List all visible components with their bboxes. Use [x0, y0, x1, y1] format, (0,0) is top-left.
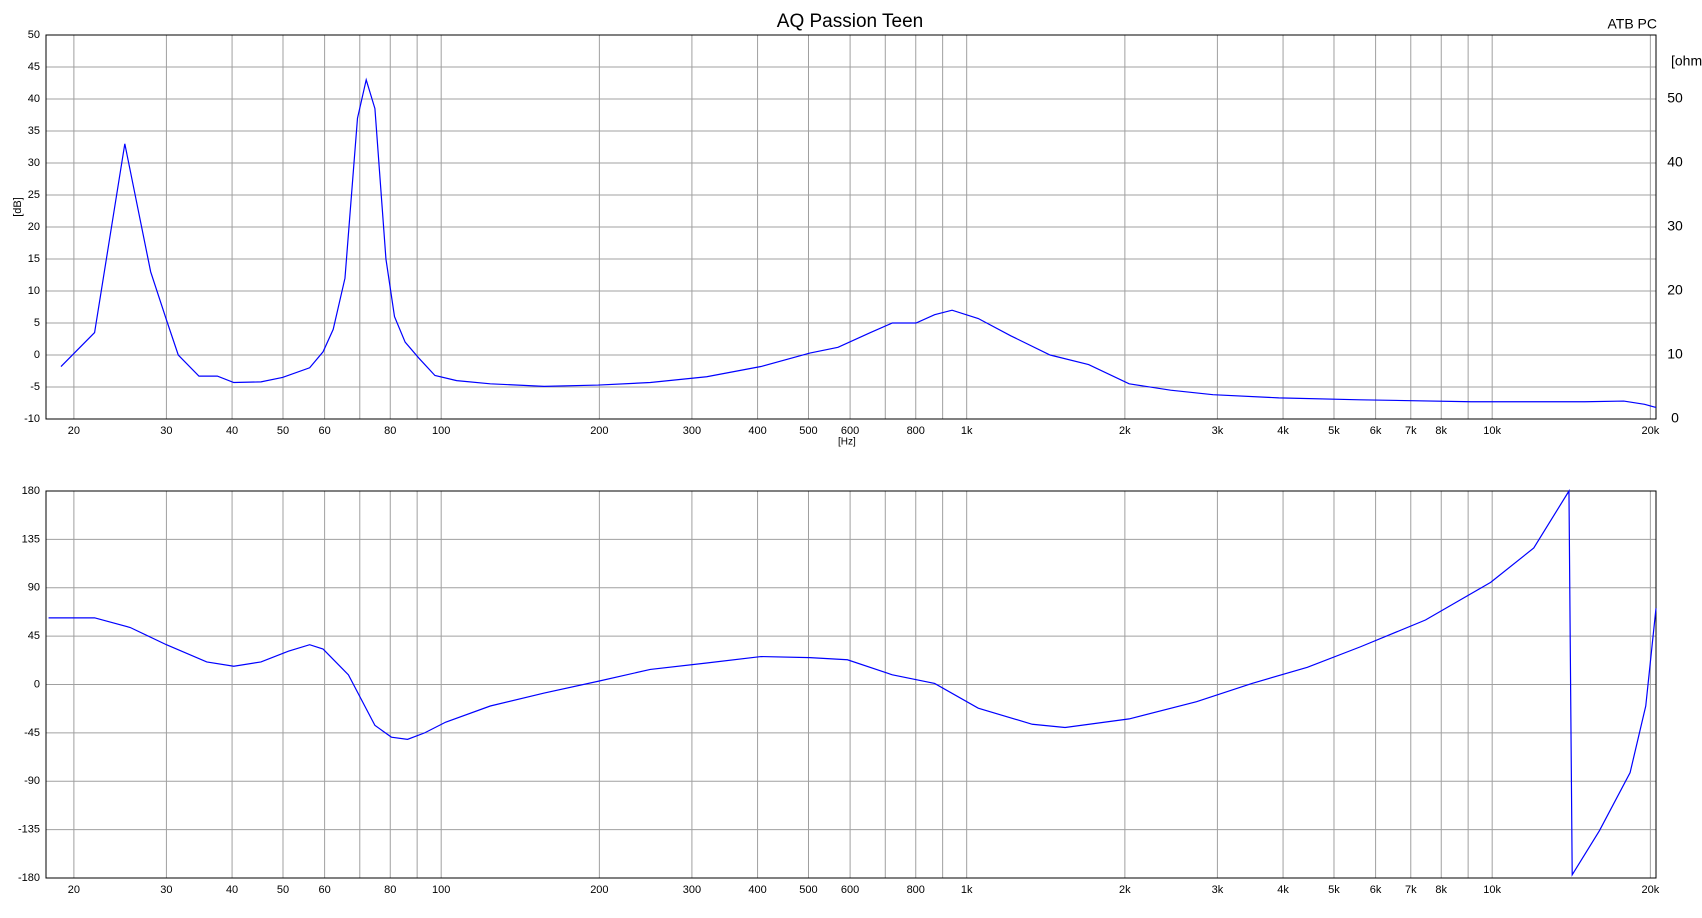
x-tick-label: 300: [683, 884, 701, 896]
y-tick-label: 0: [34, 678, 40, 690]
y-tick-label: -180: [18, 872, 40, 884]
x-tick-label: 800: [907, 425, 925, 437]
y-tick-label: 15: [28, 253, 40, 265]
y2-tick-label: 50: [1667, 90, 1683, 106]
y-tick-label: 10: [28, 285, 40, 297]
x-tick-label: 8k: [1435, 884, 1447, 896]
y-tick-label: 180: [22, 485, 40, 497]
x-tick-label: 20: [68, 425, 80, 437]
annotation: ATB PC: [1607, 16, 1657, 32]
y2-tick-label: 40: [1667, 154, 1683, 170]
y-tick-label: -90: [24, 775, 40, 787]
x-tick-label: 30: [160, 425, 172, 437]
x-tick-label: 20k: [1641, 884, 1659, 896]
x-tick-label: 1k: [961, 884, 973, 896]
y-tick-label: 40: [28, 93, 40, 105]
y-tick-label: 90: [28, 582, 40, 594]
x-tick-label: 10k: [1483, 884, 1501, 896]
y-tick-label: -45: [24, 727, 40, 739]
x-tick-label: 3k: [1212, 884, 1224, 896]
x-tick-label: 2k: [1119, 425, 1131, 437]
x-tick-label: 300: [683, 425, 701, 437]
x-tick-label: 500: [799, 884, 817, 896]
x-tick-label: 20: [68, 884, 80, 896]
y-tick-label: -135: [18, 824, 40, 836]
x-tick-label: 80: [384, 425, 396, 437]
x-tick-label: 200: [590, 884, 608, 896]
x-tick-label: 20k: [1641, 425, 1659, 437]
y-tick-label: -5: [30, 381, 40, 393]
x-tick-label: 10k: [1483, 425, 1501, 437]
y-tick-label: 30: [28, 157, 40, 169]
x-tick-label: 400: [748, 884, 766, 896]
y2-tick-label: 30: [1667, 218, 1683, 234]
y-tick-label: 20: [28, 221, 40, 233]
x-tick-label: 100: [432, 884, 450, 896]
y-tick-label: 135: [22, 533, 40, 545]
y2-tick-label: 10: [1667, 346, 1683, 362]
x-tick-label: 6k: [1370, 884, 1382, 896]
x-tick-label: 8k: [1435, 425, 1447, 437]
x-tick-label: 80: [384, 884, 396, 896]
x-tick-label: 200: [590, 425, 608, 437]
x-tick-label: 6k: [1370, 425, 1382, 437]
x-tick-label: 30: [160, 884, 172, 896]
x-tick-label: 50: [277, 884, 289, 896]
y-tick-label: 25: [28, 189, 40, 201]
y-axis-label: [dB]: [12, 197, 24, 217]
line-series: [60, 77, 1657, 409]
y2-axis-label: [ohm: [1671, 53, 1702, 69]
y-tick-label: 0: [34, 349, 40, 361]
y-tick-label: 45: [28, 61, 40, 73]
y-tick-label: -10: [24, 413, 40, 425]
y-tick-label: 45: [28, 630, 40, 642]
x-tick-label: 40: [226, 425, 238, 437]
x-tick-label: 60: [318, 884, 330, 896]
x-tick-label: 2k: [1119, 884, 1131, 896]
chart-title: AQ Passion Teen: [777, 11, 923, 32]
x-tick-label: 50: [277, 425, 289, 437]
x-tick-label: 100: [432, 425, 450, 437]
x-tick-label: 4k: [1277, 884, 1289, 896]
x-tick-label: 5k: [1328, 425, 1340, 437]
line-series: [48, 488, 1657, 877]
x-tick-label: 1k: [961, 425, 973, 437]
y2-tick-label: 20: [1667, 282, 1683, 298]
y-tick-label: 5: [34, 317, 40, 329]
x-tick-label: 4k: [1277, 425, 1289, 437]
y-tick-label: 35: [28, 125, 40, 137]
x-tick-label: 500: [799, 425, 817, 437]
plot-frame: [45, 34, 1657, 420]
x-tick-label: 800: [907, 884, 925, 896]
x-tick-label: 400: [748, 425, 766, 437]
x-tick-label: 7k: [1405, 425, 1417, 437]
x-tick-label: 60: [318, 425, 330, 437]
y2-tick-label: 0: [1671, 410, 1679, 426]
x-axis-label: [Hz]: [838, 437, 856, 448]
x-tick-label: 5k: [1328, 884, 1340, 896]
y-tick-label: 50: [28, 29, 40, 41]
plot-frame: [45, 490, 1657, 879]
x-tick-label: 600: [841, 884, 859, 896]
x-tick-label: 3k: [1212, 425, 1224, 437]
x-tick-label: 40: [226, 884, 238, 896]
x-tick-label: 7k: [1405, 884, 1417, 896]
x-tick-label: 600: [841, 425, 859, 437]
